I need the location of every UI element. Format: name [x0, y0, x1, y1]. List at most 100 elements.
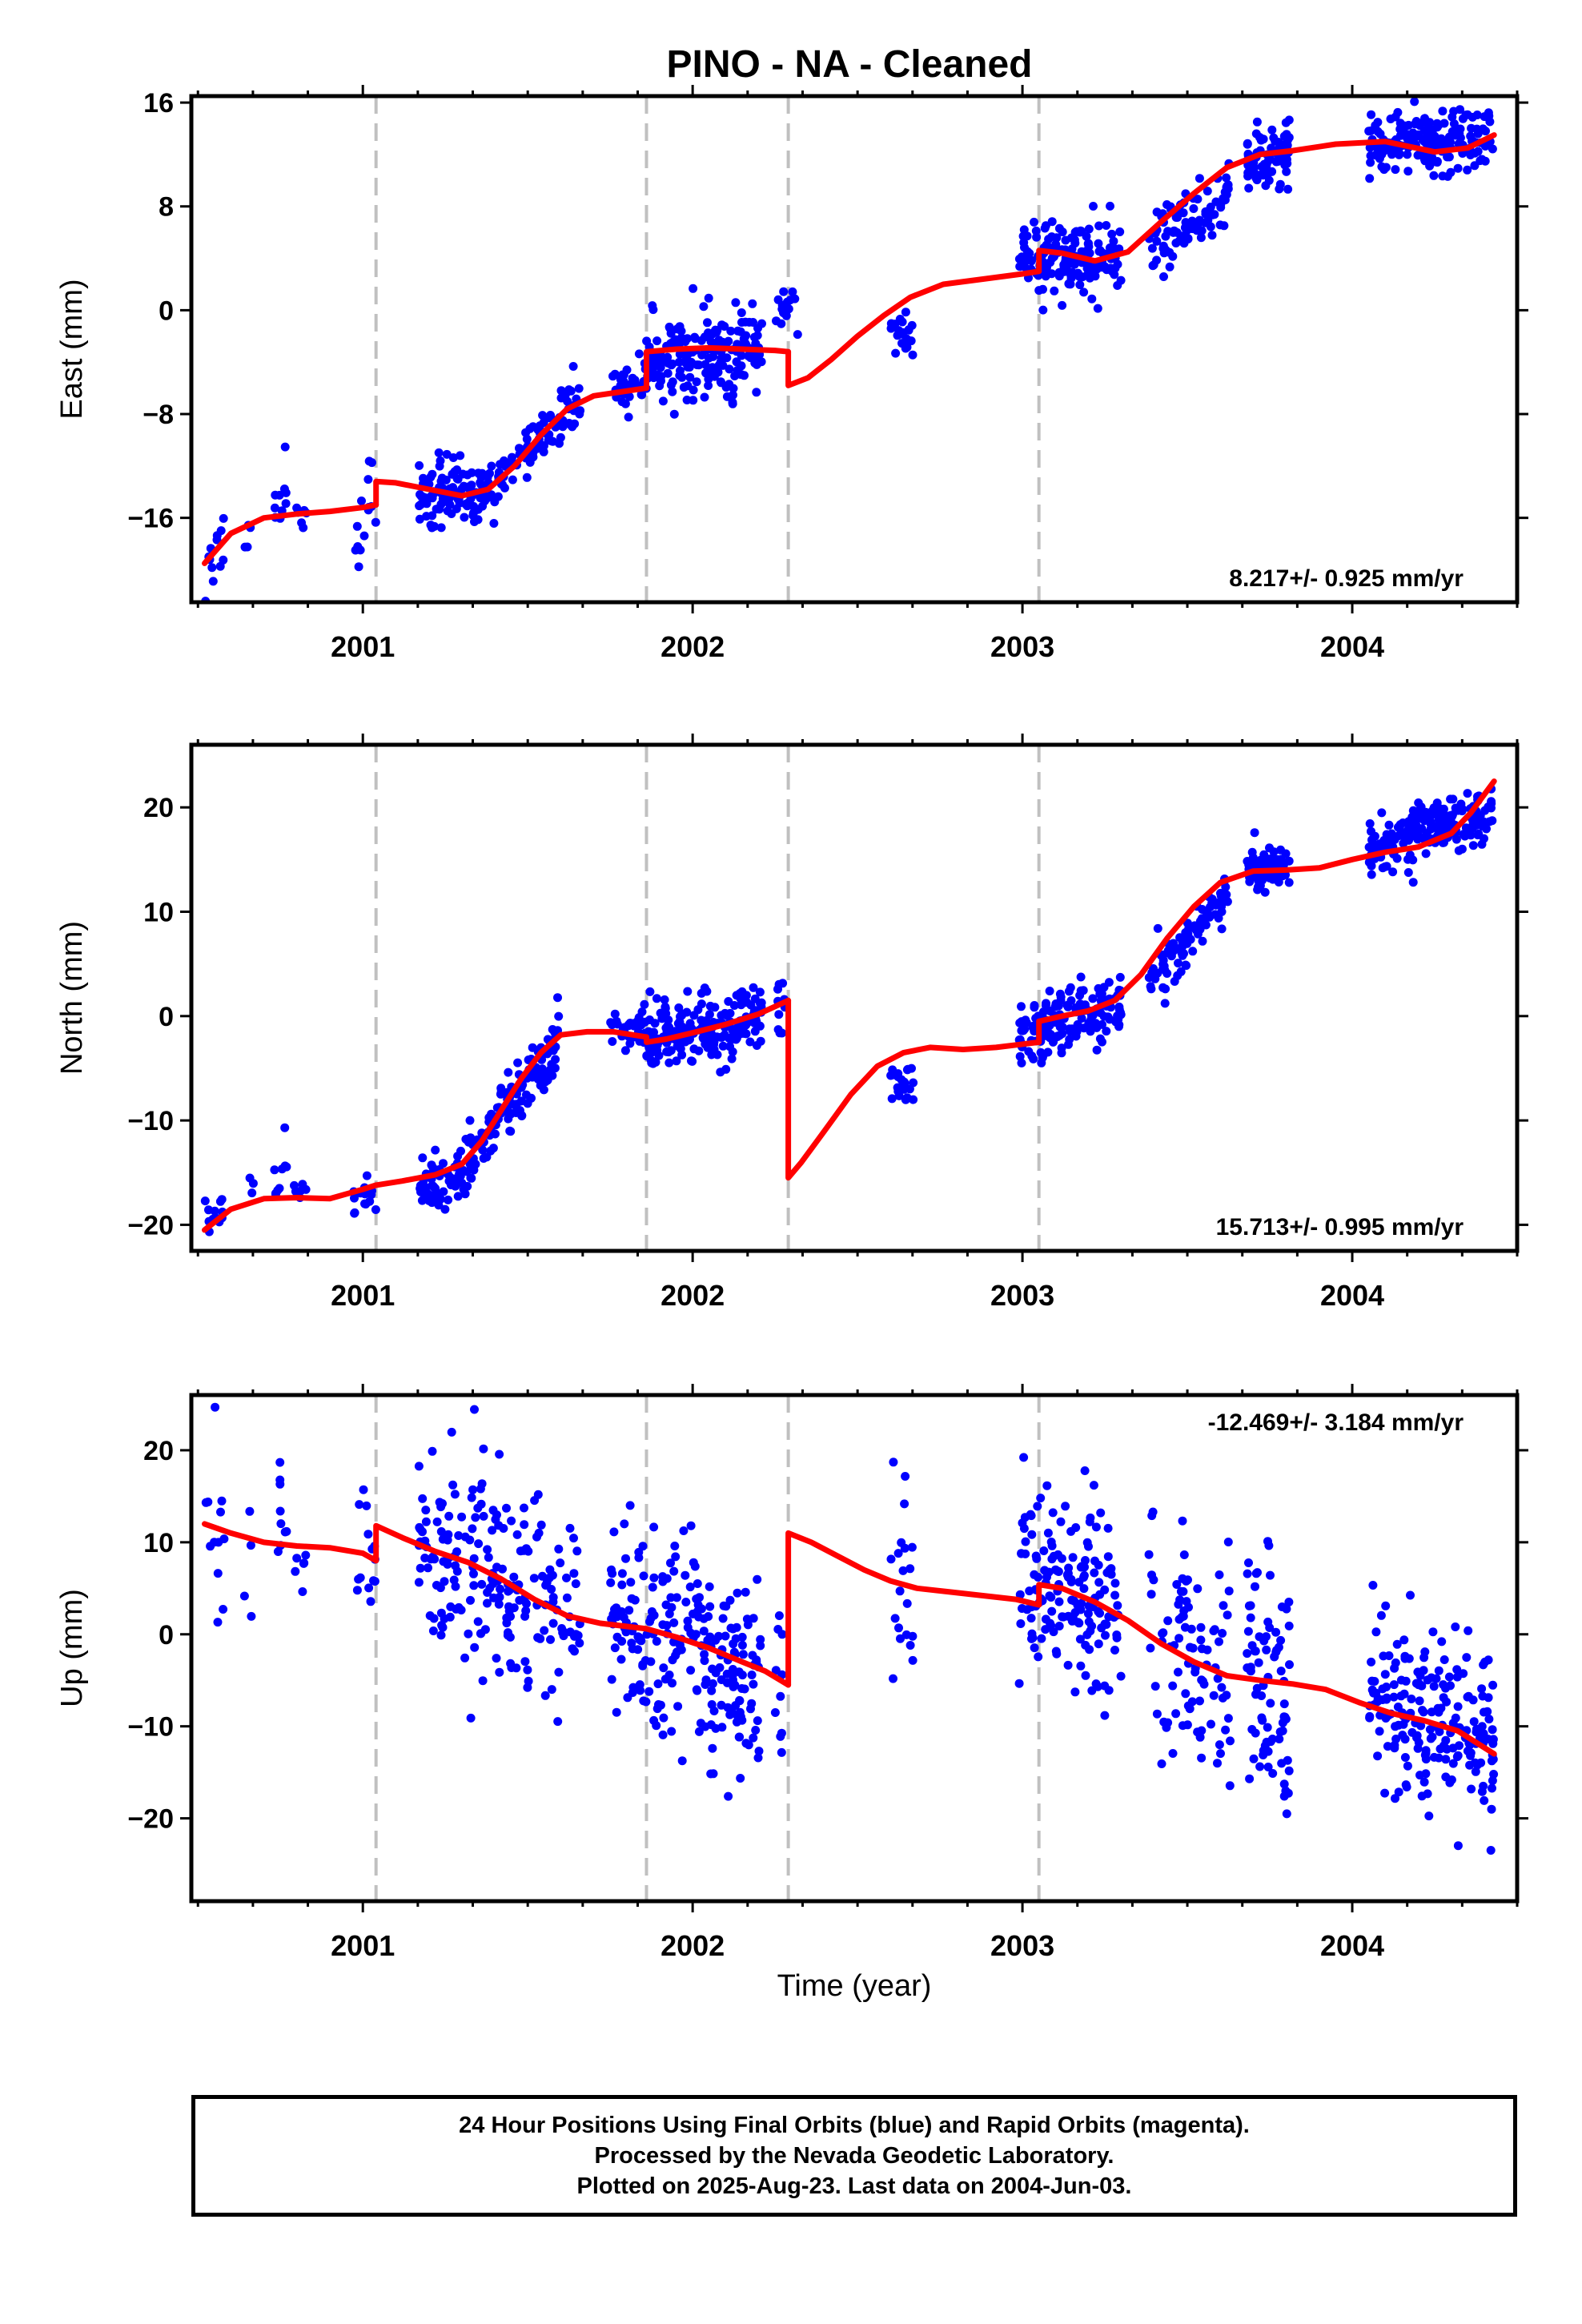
- data-point: [743, 1620, 753, 1630]
- data-point: [697, 999, 706, 1009]
- data-point: [359, 531, 369, 541]
- data-point: [677, 334, 686, 343]
- data-point: [1095, 1034, 1105, 1043]
- data-point: [1276, 1667, 1286, 1676]
- data-point: [700, 392, 709, 402]
- data-point: [1191, 1667, 1200, 1677]
- data-point: [1216, 203, 1226, 212]
- data-point: [213, 1618, 223, 1627]
- data-point: [894, 1091, 904, 1100]
- data-point: [902, 1598, 912, 1608]
- data-point: [733, 1588, 742, 1598]
- footer-line-2: Processed by the Nevada Geodetic Laborat…: [594, 2143, 1114, 2169]
- data-point: [1104, 978, 1114, 987]
- data-point: [704, 381, 713, 390]
- data-point: [1458, 805, 1468, 814]
- data-point: [1029, 1021, 1038, 1031]
- data-point: [1174, 1599, 1183, 1609]
- data-point: [1036, 1494, 1046, 1503]
- data-point: [757, 998, 766, 1007]
- data-point: [216, 526, 226, 536]
- data-point: [909, 1095, 918, 1104]
- data-point: [505, 1126, 515, 1136]
- data-point: [1112, 1630, 1122, 1639]
- data-point: [636, 1636, 646, 1646]
- data-point: [1223, 1538, 1233, 1546]
- data-point: [421, 1517, 431, 1526]
- data-point: [773, 984, 782, 994]
- data-point: [496, 1584, 505, 1594]
- data-point: [1102, 221, 1111, 230]
- data-point: [1025, 248, 1034, 258]
- data-point: [547, 1585, 556, 1594]
- y-tick-label-up-4: 20: [143, 1436, 174, 1466]
- data-point: [748, 299, 757, 308]
- data-point: [887, 1094, 897, 1104]
- data-point: [749, 318, 757, 327]
- data-point: [355, 1500, 364, 1510]
- data-point: [502, 1618, 512, 1628]
- data-point: [1388, 867, 1398, 877]
- data-point: [1276, 1635, 1286, 1645]
- data-point: [666, 1558, 675, 1568]
- data-point: [1090, 1568, 1099, 1578]
- data-point: [619, 1613, 628, 1622]
- data-point: [770, 1708, 780, 1717]
- data-point: [1195, 174, 1204, 183]
- data-point: [1148, 261, 1158, 271]
- data-point: [569, 1569, 579, 1578]
- data-point: [448, 1480, 458, 1490]
- model-segment-east-0: [202, 502, 379, 566]
- data-point: [1452, 834, 1461, 844]
- data-point: [520, 1657, 530, 1667]
- data-point: [731, 298, 741, 308]
- data-point: [1484, 1715, 1494, 1724]
- data-point: [1255, 1762, 1265, 1771]
- data-point: [753, 1574, 762, 1584]
- data-point: [656, 372, 666, 381]
- data-point: [1441, 1755, 1451, 1764]
- data-point: [898, 1566, 908, 1575]
- data-point: [1163, 1616, 1173, 1626]
- data-point: [1080, 1466, 1090, 1475]
- data-point: [504, 1606, 514, 1616]
- data-point: [504, 1068, 513, 1077]
- data-point: [1415, 121, 1425, 131]
- data-point: [1471, 1767, 1480, 1776]
- data-point: [1367, 110, 1376, 119]
- data-point: [1275, 184, 1284, 194]
- data-point: [1094, 1639, 1103, 1649]
- data-point: [415, 501, 424, 511]
- data-point: [1193, 924, 1203, 934]
- data-point: [707, 1050, 717, 1059]
- panel-north: −20 −10 0 10 20 2001 2002 2003 2004 North (mm) 15.…: [55, 734, 1528, 1312]
- data-point: [1042, 1572, 1051, 1582]
- data-point: [781, 311, 791, 320]
- data-point: [219, 1605, 228, 1614]
- x-tick-label-up-3: 2004: [1320, 1929, 1384, 1962]
- data-point: [685, 1582, 695, 1592]
- data-point: [554, 1667, 564, 1677]
- data-point: [1213, 1759, 1222, 1768]
- data-point: [215, 1196, 225, 1206]
- data-point: [1419, 151, 1428, 161]
- data-point: [1403, 1761, 1412, 1771]
- data-point: [897, 317, 907, 327]
- data-point: [893, 1549, 903, 1558]
- data-point: [1030, 217, 1038, 227]
- data-point: [1244, 1601, 1254, 1610]
- data-point: [444, 1511, 454, 1521]
- data-point: [1037, 1058, 1046, 1068]
- data-point: [1087, 1622, 1097, 1630]
- data-point: [620, 1046, 630, 1055]
- data-point: [452, 1547, 462, 1557]
- data-point: [624, 1020, 633, 1030]
- data-point: [1066, 983, 1075, 992]
- data-point: [1215, 220, 1225, 230]
- data-point: [1463, 789, 1472, 798]
- data-point: [1285, 1660, 1294, 1670]
- data-point: [1031, 1551, 1041, 1561]
- data-point: [669, 1618, 679, 1627]
- data-point: [609, 1527, 619, 1537]
- data-point: [370, 1577, 379, 1586]
